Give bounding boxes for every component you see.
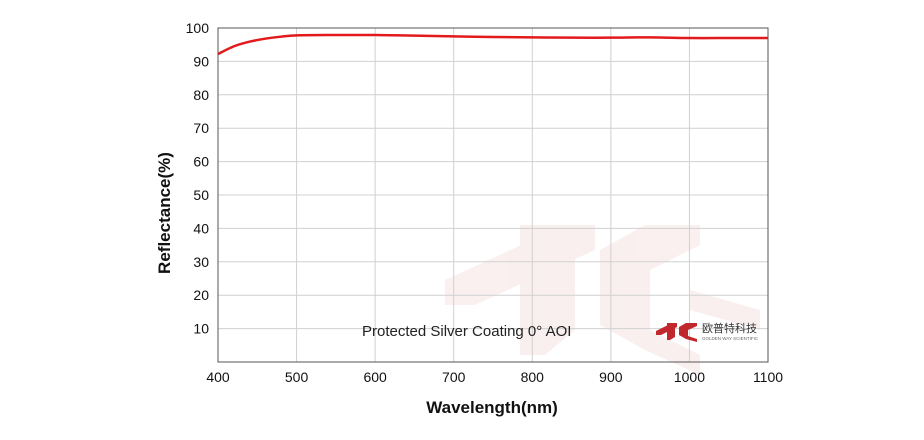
grid-lines [218, 28, 768, 362]
y-tick-label: 60 [193, 154, 209, 170]
brand-logo-mark [656, 323, 697, 342]
y-tick-labels: 10 20 30 40 50 60 70 80 90 100 [186, 20, 210, 337]
plot-border [217, 27, 769, 363]
brand-logo-name: 欧普特科技 [702, 321, 757, 335]
y-tick-label: 30 [193, 254, 209, 270]
x-tick-label: 700 [442, 369, 466, 385]
x-tick-label: 900 [599, 369, 623, 385]
y-tick-label: 70 [193, 120, 209, 136]
y-axis-title: Reflectance(%) [155, 152, 174, 274]
x-axis-title: Wavelength(nm) [426, 398, 558, 417]
y-tick-label: 50 [193, 187, 209, 203]
y-tick-label: 20 [193, 287, 209, 303]
coating-annotation: Protected Silver Coating 0° AOI [362, 323, 571, 340]
series-lines [217, 33, 768, 56]
watermark-logo [445, 225, 760, 375]
brand-logo-subtitle: GOLDEN WAY SCIENTIFIC [702, 336, 759, 341]
y-tick-label: 100 [186, 20, 210, 36]
x-tick-label: 1000 [674, 369, 705, 385]
reflectance-series-line [217, 33, 768, 56]
x-tick-labels: 400 500 600 700 800 900 1000 1100 [206, 369, 783, 385]
plot-frame [217, 27, 769, 363]
x-tick-label: 1100 [753, 369, 783, 385]
y-tick-label: 40 [193, 220, 209, 236]
x-tick-label: 500 [285, 369, 309, 385]
y-tick-label: 90 [193, 53, 209, 69]
y-tick-label: 80 [193, 87, 209, 103]
x-tick-label: 400 [206, 369, 230, 385]
x-tick-label: 800 [521, 369, 545, 385]
y-tick-label: 10 [193, 321, 209, 337]
x-tick-label: 600 [363, 369, 387, 385]
brand-logo: 欧普特科技 GOLDEN WAY SCIENTIFIC [656, 321, 759, 342]
